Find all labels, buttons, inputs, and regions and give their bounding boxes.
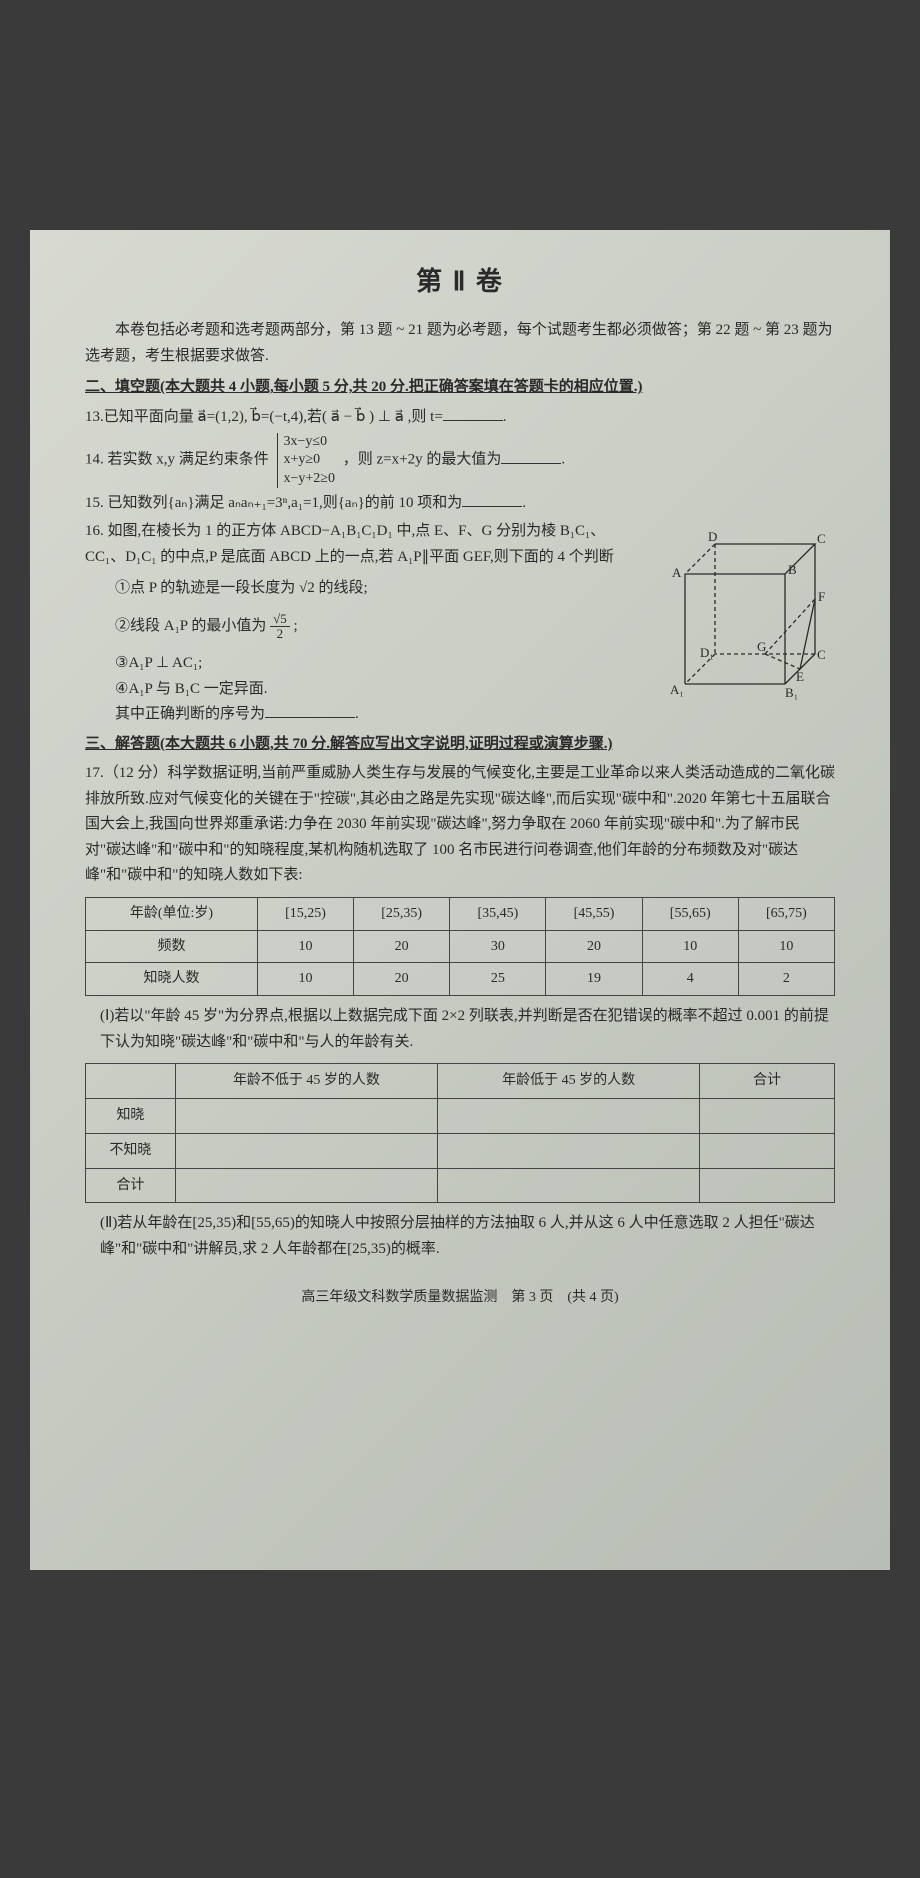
cube-label-f: F bbox=[818, 589, 825, 604]
t2-empty bbox=[438, 1133, 700, 1168]
cube-label-g: G bbox=[757, 639, 766, 654]
q16-ans-label: 其中正确判断的序号为 bbox=[115, 706, 265, 722]
cube-label-b: B bbox=[788, 562, 797, 577]
t2-empty bbox=[175, 1168, 437, 1203]
t1-r1-3: 20 bbox=[546, 930, 642, 963]
q14-pre: 14. 若实数 x,y 满足约束条件 bbox=[85, 452, 269, 468]
age-frequency-table: 年龄(单位:岁) [15,25) [25,35) [35,45) [45,55)… bbox=[85, 897, 835, 996]
cube-label-a1: A₁ bbox=[670, 682, 684, 697]
t2-r2: 不知晓 bbox=[86, 1133, 176, 1168]
q16-opt2-den: 2 bbox=[270, 627, 290, 641]
table-row: 知晓 bbox=[86, 1099, 835, 1134]
t1-r2-1: 20 bbox=[354, 963, 450, 996]
t1-r2-0: 10 bbox=[257, 963, 353, 996]
t1-r1-lab: 频数 bbox=[86, 930, 258, 963]
q17-part-1: (Ⅰ)若以"年龄 45 岁"为分界点,根据以上数据完成下面 2×2 列联表,并判… bbox=[100, 1004, 835, 1055]
q14-cases: 3x−y≤0 x+y≥0 x−y+2≥0 bbox=[277, 433, 335, 488]
q15-blank bbox=[462, 492, 522, 507]
t2-r1: 知晓 bbox=[86, 1099, 176, 1134]
t1-r2-lab: 知晓人数 bbox=[86, 963, 258, 996]
t1-h2: [25,35) bbox=[354, 897, 450, 930]
t1-r2-5: 2 bbox=[738, 963, 834, 996]
t1-h0: 年龄(单位:岁) bbox=[86, 897, 258, 930]
t2-empty bbox=[438, 1168, 700, 1203]
question-13: 13.已知平面向量 a⃗=(1,2), b⃗=(−t,4),若( a⃗ − b⃗… bbox=[85, 405, 835, 431]
t1-r1-1: 20 bbox=[354, 930, 450, 963]
cube-seg-ge bbox=[765, 654, 800, 669]
t1-h6: [65,75) bbox=[738, 897, 834, 930]
t1-r1-0: 10 bbox=[257, 930, 353, 963]
q16-opt2-pre: ②线段 A₁P 的最小值为 bbox=[115, 618, 266, 634]
t1-r1-4: 10 bbox=[642, 930, 738, 963]
q16-opt2-fraction: √5 2 bbox=[270, 612, 290, 642]
table-row: 频数 10 20 30 20 10 10 bbox=[86, 930, 835, 963]
cube-label-c1: C₁ bbox=[817, 647, 825, 662]
question-15: 15. 已知数列{aₙ}满足 aₙaₙ₊₁=3ⁿ,a₁=1,则{aₙ}的前 10… bbox=[85, 491, 835, 517]
t1-h3: [35,45) bbox=[450, 897, 546, 930]
q15-text: 15. 已知数列{aₙ}满足 aₙaₙ₊₁=3ⁿ,a₁=1,则{aₙ}的前 10… bbox=[85, 495, 462, 511]
t2-empty bbox=[700, 1168, 835, 1203]
table-row: 知晓人数 10 20 25 19 4 2 bbox=[86, 963, 835, 996]
q14-post: ，则 z=x+2y 的最大值为 bbox=[343, 452, 502, 468]
page-footer: 高三年级文科数学质量数据监测 第 3 页 (共 4 页) bbox=[85, 1286, 835, 1310]
t1-r1-2: 30 bbox=[450, 930, 546, 963]
table-row: 不知晓 bbox=[86, 1133, 835, 1168]
cube-label-c: C bbox=[817, 531, 825, 546]
cube-edge-da bbox=[685, 544, 715, 574]
page-title: 第 Ⅱ 卷 bbox=[85, 260, 835, 304]
intro-text: 本卷包括必考题和选考题两部分，第 13 题 ~ 21 题为必考题，每个试题考生都… bbox=[85, 318, 835, 369]
q14-case-3: x−y+2≥0 bbox=[284, 470, 335, 488]
t2-empty bbox=[700, 1133, 835, 1168]
q16-opt2-num: √5 bbox=[270, 612, 290, 627]
q14-case-2: x+y≥0 bbox=[284, 451, 335, 469]
q16-blank bbox=[265, 703, 355, 718]
q13-blank bbox=[443, 406, 503, 421]
t1-h4: [45,55) bbox=[546, 897, 642, 930]
cube-label-d1: D₁ bbox=[700, 645, 714, 660]
t2-c2: 年龄低于 45 岁的人数 bbox=[438, 1064, 700, 1099]
t2-c3: 合计 bbox=[700, 1064, 835, 1099]
contingency-table: 年龄不低于 45 岁的人数 年龄低于 45 岁的人数 合计 知晓 不知晓 bbox=[85, 1063, 835, 1203]
t2-empty bbox=[175, 1099, 437, 1134]
table-row: 年龄(单位:岁) [15,25) [25,35) [35,45) [45,55)… bbox=[86, 897, 835, 930]
cube-label-e: E bbox=[796, 669, 804, 684]
question-17: 17.（12 分）科学数据证明,当前严重威胁人类生存与发展的气候变化,主要是工业… bbox=[85, 761, 835, 1262]
q13-text: 13.已知平面向量 a⃗=(1,2), b⃗=(−t,4),若( a⃗ − b⃗… bbox=[85, 409, 443, 425]
t2-empty bbox=[175, 1133, 437, 1168]
cube-label-b1: B₁ bbox=[785, 685, 798, 700]
table-row: 合计 bbox=[86, 1168, 835, 1203]
t2-c0 bbox=[86, 1064, 176, 1099]
cube-seg-ef bbox=[800, 599, 815, 669]
q16-opt2-post: ; bbox=[294, 618, 298, 634]
q17-part-2: (Ⅱ)若从年龄在[25,35)和[55,65)的知晓人中按照分层抽样的方法抽取 … bbox=[100, 1211, 835, 1262]
question-14: 14. 若实数 x,y 满足约束条件 3x−y≤0 x+y≥0 x−y+2≥0 … bbox=[85, 433, 835, 488]
cube-label-d: D bbox=[708, 529, 717, 544]
cube-label-a: A bbox=[672, 565, 682, 580]
t1-r1-5: 10 bbox=[738, 930, 834, 963]
cube-diagram: D C A B F D₁ G C₁ E A₁ B₁ bbox=[630, 529, 825, 709]
t1-h1: [15,25) bbox=[257, 897, 353, 930]
exam-paper: 第 Ⅱ 卷 本卷包括必考题和选考题两部分，第 13 题 ~ 21 题为必考题，每… bbox=[30, 230, 890, 1570]
t2-r3: 合计 bbox=[86, 1168, 176, 1203]
t1-r2-4: 4 bbox=[642, 963, 738, 996]
table-row: 年龄不低于 45 岁的人数 年龄低于 45 岁的人数 合计 bbox=[86, 1064, 835, 1099]
section-3-heading: 三、解答题(本大题共 6 小题,共 70 分.解答应写出文字说明,证明过程或演算… bbox=[85, 732, 835, 758]
t2-empty bbox=[700, 1099, 835, 1134]
outer-background: 第 Ⅱ 卷 本卷包括必考题和选考题两部分，第 13 题 ~ 21 题为必考题，每… bbox=[0, 0, 920, 1850]
q14-case-1: 3x−y≤0 bbox=[284, 433, 335, 451]
t2-empty bbox=[438, 1099, 700, 1134]
question-16: 16. 如图,在棱长为 1 的正方体 ABCD−A₁B₁C₁D₁ 中,点 E、F… bbox=[85, 519, 835, 728]
cube-seg-gf bbox=[765, 599, 815, 654]
t1-h5: [55,65) bbox=[642, 897, 738, 930]
q14-blank bbox=[501, 449, 561, 464]
t2-c1: 年龄不低于 45 岁的人数 bbox=[175, 1064, 437, 1099]
t1-r2-2: 25 bbox=[450, 963, 546, 996]
section-2-heading: 二、填空题(本大题共 4 小题,每小题 5 分,共 20 分.把正确答案填在答题… bbox=[85, 375, 835, 401]
q17-stem: 17.（12 分）科学数据证明,当前严重威胁人类生存与发展的气候变化,主要是工业… bbox=[85, 761, 835, 889]
t1-r2-3: 19 bbox=[546, 963, 642, 996]
